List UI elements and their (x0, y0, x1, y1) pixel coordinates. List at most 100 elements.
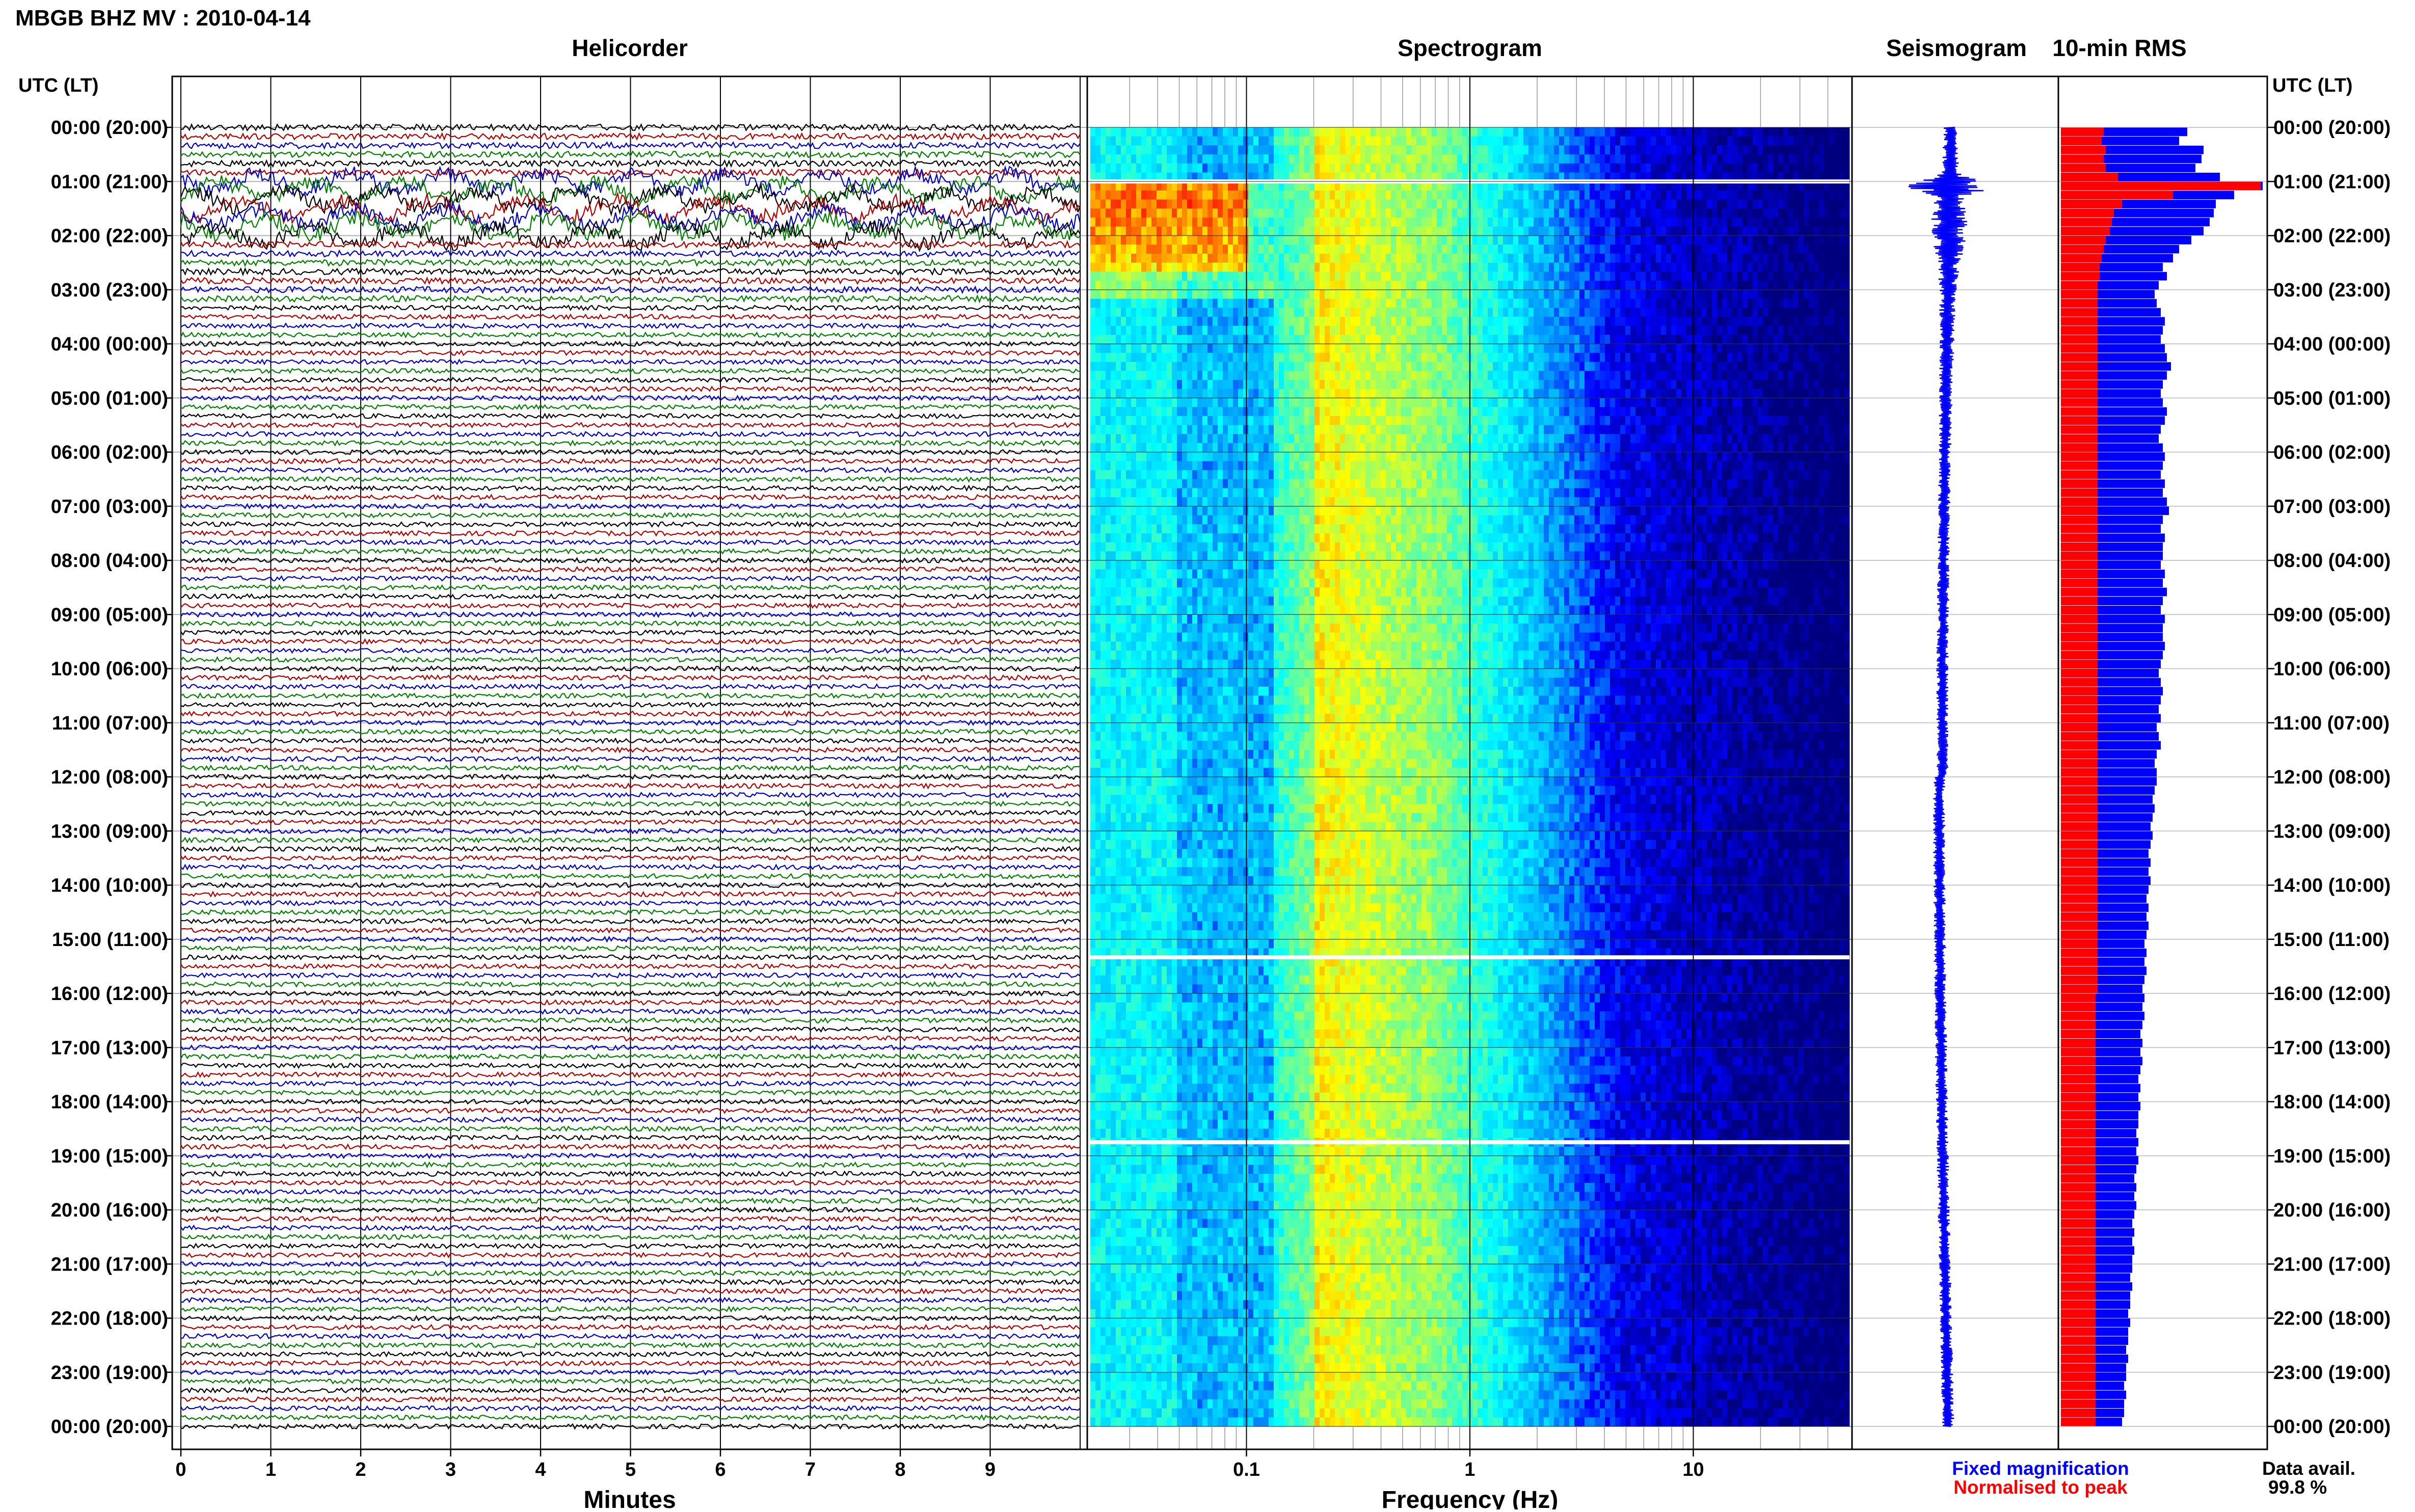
left-time-tick-label: 00:00 (20:00) (51, 117, 168, 139)
rms-bar-normalised (2061, 714, 2098, 723)
rms-bar-normalised (2061, 290, 2098, 299)
helicorder-title: Helicorder (572, 35, 688, 61)
rms-bar-normalised (2061, 633, 2098, 641)
rms-bar-normalised (2061, 939, 2098, 948)
left-time-tick-label: 22:00 (18:00) (51, 1308, 168, 1330)
rms-bar-normalised (2061, 263, 2100, 272)
right-time-tick-label: 05:00 (01:00) (2273, 388, 2391, 409)
rms-bar-normalised (2061, 1075, 2096, 1084)
rms-bar-normalised (2061, 362, 2098, 371)
left-time-tick-label: 21:00 (17:00) (51, 1254, 168, 1275)
seismogram-title: Seismogram (1886, 35, 2027, 61)
rms-bar-normalised (2061, 489, 2098, 497)
rms-bar-normalised (2061, 1093, 2096, 1101)
right-time-tick-label: 18:00 (14:00) (2273, 1092, 2391, 1113)
rms-bar-normalised (2061, 443, 2098, 452)
rms-bar-normalised (2061, 1057, 2096, 1065)
rms-bar-normalised (2061, 895, 2098, 903)
right-time-tick-label: 11:00 (07:00) (2273, 713, 2390, 734)
rms-bar-normalised (2061, 868, 2098, 876)
rms-bar-normalised (2061, 849, 2098, 858)
rms-bar-normalised (2061, 344, 2098, 353)
rms-bar-normalised (2061, 705, 2098, 714)
left-time-tick-label: 06:00 (02:00) (51, 442, 168, 464)
minutes-axis-label: Minutes (583, 1487, 676, 1509)
rms-bar-normalised (2061, 1048, 2096, 1057)
minutes-tick-label: 3 (445, 1459, 456, 1480)
rms-bar-normalised (2061, 182, 2261, 191)
rms-bar-normalised (2061, 1318, 2096, 1327)
rms-bar-normalised (2061, 1282, 2096, 1291)
rms-bar-normalised (2061, 227, 2110, 235)
minutes-tick-label: 0 (175, 1459, 186, 1480)
right-time-tick-label: 12:00 (08:00) (2273, 767, 2391, 788)
rms-bar-normalised (2061, 606, 2098, 614)
rms-bar-normalised (2061, 579, 2098, 587)
rms-bar-normalised (2061, 1111, 2096, 1120)
rms-bar-normalised (2061, 200, 2122, 208)
rms-bar-normalised (2061, 777, 2098, 786)
rms-bar-normalised (2061, 1264, 2096, 1273)
rms-bar-normalised (2061, 768, 2098, 777)
right-time-tick-label: 22:00 (18:00) (2273, 1308, 2391, 1330)
rms-bar-normalised (2061, 840, 2098, 849)
rms-bar-normalised (2061, 1328, 2096, 1336)
rms-bar-normalised (2061, 1355, 2096, 1363)
rms-bar-normalised (2061, 1156, 2096, 1165)
rms-bar-normalised (2061, 885, 2098, 894)
seismogram-frame (1852, 76, 2058, 1449)
right-time-tick-label: 20:00 (16:00) (2273, 1200, 2391, 1221)
left-axis-label: UTC (LT) (18, 75, 99, 96)
rms-bar-normalised (2061, 462, 2098, 470)
rms-bar-normalised (2061, 218, 2112, 227)
rms-bar-normalised (2061, 642, 2098, 651)
rms-bar-normalised (2061, 1102, 2096, 1111)
rms-bar-normalised (2061, 371, 2098, 380)
left-time-tick-label: 04:00 (00:00) (51, 334, 168, 355)
rms-bar-normalised (2061, 732, 2098, 741)
rms-bar-normalised (2061, 624, 2098, 632)
left-time-tick-label: 10:00 (06:00) (51, 659, 168, 680)
minutes-tick-label: 6 (715, 1459, 726, 1480)
rms-bar-normalised (2061, 1391, 2096, 1399)
minutes-tick-label: 1 (265, 1459, 276, 1480)
rms-bar-normalised (2061, 813, 2098, 822)
right-time-tick-label: 10:00 (06:00) (2273, 659, 2391, 680)
rms-bar-normalised (2061, 380, 2098, 389)
rms-bar-normalised (2061, 1364, 2096, 1372)
rms-bar-normalised (2061, 1021, 2096, 1030)
rms-bar-normalised (2061, 1183, 2096, 1192)
right-time-tick-label: 08:00 (04:00) (2273, 550, 2391, 572)
rms-bar-normalised (2061, 479, 2098, 488)
minutes-tick-label: 9 (985, 1459, 996, 1480)
left-time-tick-label: 12:00 (08:00) (51, 767, 168, 788)
rms-bar-normalised (2061, 831, 2098, 840)
rms-bar-normalised (2061, 561, 2098, 570)
right-time-tick-label: 02:00 (22:00) (2273, 226, 2391, 247)
rms-bar-normalised (2061, 1409, 2096, 1417)
rms-bar-normalised (2061, 1255, 2096, 1264)
rms-bar-normalised (2061, 299, 2098, 308)
rms-bar-normalised (2061, 407, 2098, 416)
minutes-tick-label: 5 (625, 1459, 636, 1480)
right-time-tick-label: 13:00 (09:00) (2273, 821, 2391, 842)
rms-bar-normalised (2061, 966, 2098, 975)
rms-bar-normalised (2061, 398, 2098, 407)
left-time-tick-label: 20:00 (16:00) (51, 1200, 168, 1221)
rms-bar-normalised (2061, 669, 2098, 678)
left-time-tick-label: 02:00 (22:00) (51, 226, 168, 247)
left-time-tick-label: 15:00 (11:00) (52, 929, 168, 951)
rms-bar-normalised (2061, 1219, 2096, 1228)
rms-bar-normalised (2061, 272, 2100, 281)
rms-bar-normalised (2061, 931, 2098, 939)
right-time-tick-label: 09:00 (05:00) (2273, 604, 2391, 626)
left-time-tick-label: 16:00 (12:00) (51, 983, 168, 1005)
rms-bar-normalised (2061, 1372, 2096, 1381)
right-axis-label: UTC (LT) (2272, 75, 2353, 96)
rms-bar-normalised (2061, 858, 2098, 867)
right-time-tick-label: 00:00 (20:00) (2273, 1416, 2391, 1438)
frequency-tick-label: 10 (1682, 1459, 1704, 1480)
right-time-tick-label: 15:00 (11:00) (2273, 929, 2390, 951)
left-time-tick-label: 11:00 (07:00) (52, 713, 168, 734)
